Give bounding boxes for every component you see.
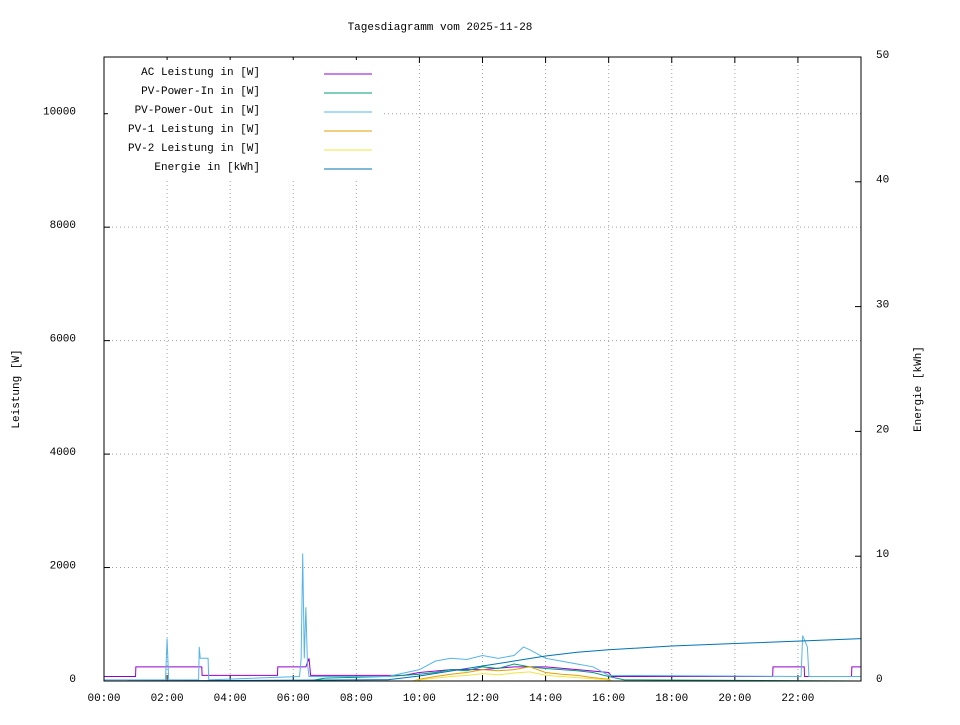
series-line <box>103 638 862 682</box>
legend-label: AC Leistung in [W] <box>141 67 260 79</box>
y2-tick-label: 0 <box>876 674 883 686</box>
x-tick-label: 00:00 <box>87 693 120 705</box>
legend-label: PV-Power-In in [W] <box>141 86 260 98</box>
series-line <box>104 553 861 681</box>
y-tick-label: 6000 <box>50 334 76 346</box>
x-tick-label: 02:00 <box>151 693 184 705</box>
x-tick-label: 12:00 <box>466 693 499 705</box>
x-tick-label: 22:00 <box>781 693 814 705</box>
y-tick-label: 4000 <box>50 447 76 459</box>
y2-tick-label: 10 <box>876 549 889 561</box>
x-tick-label: 16:00 <box>592 693 625 705</box>
series-line <box>104 671 861 682</box>
legend-label: PV-2 Leistung in [W] <box>128 143 260 155</box>
y2-tick-label: 40 <box>876 175 889 187</box>
y-tick-label: 0 <box>69 674 76 686</box>
x-tick-label: 18:00 <box>655 693 688 705</box>
legend-box <box>108 60 384 180</box>
series-line <box>104 658 861 677</box>
legend-label: Energie in [kWh] <box>154 162 260 174</box>
plot-border <box>103 56 862 682</box>
x-tick-label: 14:00 <box>529 693 562 705</box>
x-tick-label: 04:00 <box>214 693 247 705</box>
y2-axis-label: Energie [kWh] <box>913 346 925 432</box>
y2-tick-label: 20 <box>876 424 889 436</box>
y2-tick-label: 50 <box>876 50 889 62</box>
legend-label: PV-1 Leistung in [W] <box>128 124 260 136</box>
y-axis-label: Leistung [W] <box>11 349 23 428</box>
chart-title: Tagesdiagramm vom 2025-11-28 <box>348 22 533 34</box>
x-tick-label: 10:00 <box>403 693 436 705</box>
x-tick-label: 08:00 <box>340 693 373 705</box>
y-tick-label: 10000 <box>43 107 76 119</box>
series-line <box>104 666 861 682</box>
y-tick-label: 2000 <box>50 560 76 572</box>
y2-tick-label: 30 <box>876 300 889 312</box>
x-tick-label: 06:00 <box>277 693 310 705</box>
x-tick-label: 20:00 <box>718 693 751 705</box>
y-tick-label: 8000 <box>50 220 76 232</box>
legend-label: PV-Power-Out in [W] <box>135 105 260 117</box>
